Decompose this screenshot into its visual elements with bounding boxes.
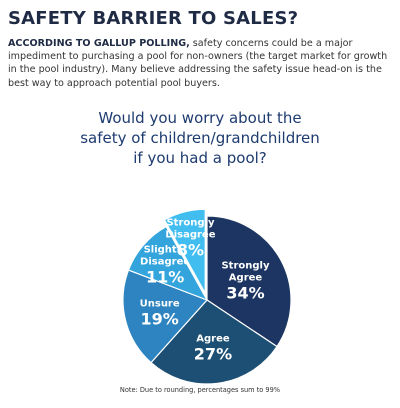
pie-slice-agree [150, 299, 278, 385]
slice-label-strongly-disagree-line-2: Disagree [165, 229, 215, 240]
slice-label-strongly-agree-line-2: Agree [229, 272, 263, 283]
rounding-note: Note: Due to rounding, percentages sum t… [119, 386, 281, 394]
headline: SAFETY BARRIER TO SALES? [8, 8, 299, 29]
slice-label-slightly-disagree-line-2: Disagree [140, 257, 190, 268]
chart-question-line-3: if you had a pool? [133, 149, 267, 167]
slice-label-unsure-line-1: Unsure [140, 298, 180, 309]
slice-value-agree: 27% [194, 345, 232, 364]
intro-lead: ACCORDING TO GALLUP POLLING, [8, 38, 190, 49]
slice-value-unsure: 19% [141, 309, 179, 328]
intro-paragraph: ACCORDING TO GALLUP POLLING, safety conc… [8, 37, 394, 90]
pie-slice-slightly-disagree [127, 225, 209, 302]
intro-body: safety concerns could be a major impedim… [8, 38, 388, 89]
pie-slice-unsure [122, 269, 209, 364]
slice-label-slightly-disagree-line-1: Slightly [144, 245, 188, 256]
slice-label-strongly-agree-line-1: Strongly [221, 260, 269, 271]
chart-question-line-2: safety of children/grandchildren [80, 129, 320, 147]
slice-value-strongly-disagree: 8% [177, 240, 204, 259]
slice-label-strongly-disagree-line-1: Strongly [166, 217, 214, 228]
pie-slice-strongly-disagree [163, 208, 206, 296]
slice-value-slightly-disagree: 11% [146, 268, 184, 287]
slice-label-agree-line-1: Agree [196, 334, 230, 345]
chart-question: Would you worry about the safety of chil… [0, 108, 400, 168]
chart-question-line-1: Would you worry about the [98, 109, 302, 127]
slice-value-strongly-agree: 34% [226, 283, 264, 302]
